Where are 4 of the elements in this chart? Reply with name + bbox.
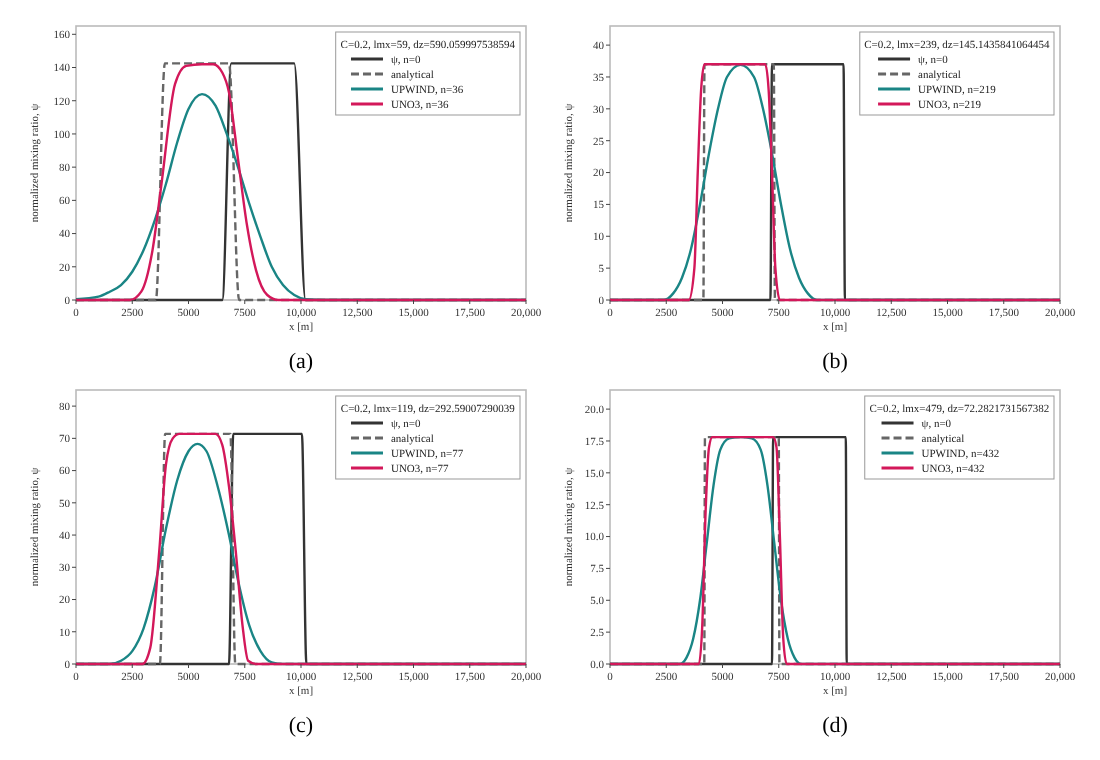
text: (d) (822, 714, 849, 738)
text: (c) (288, 714, 314, 738)
text: (a) (288, 350, 314, 374)
text: (b) (822, 350, 849, 374)
